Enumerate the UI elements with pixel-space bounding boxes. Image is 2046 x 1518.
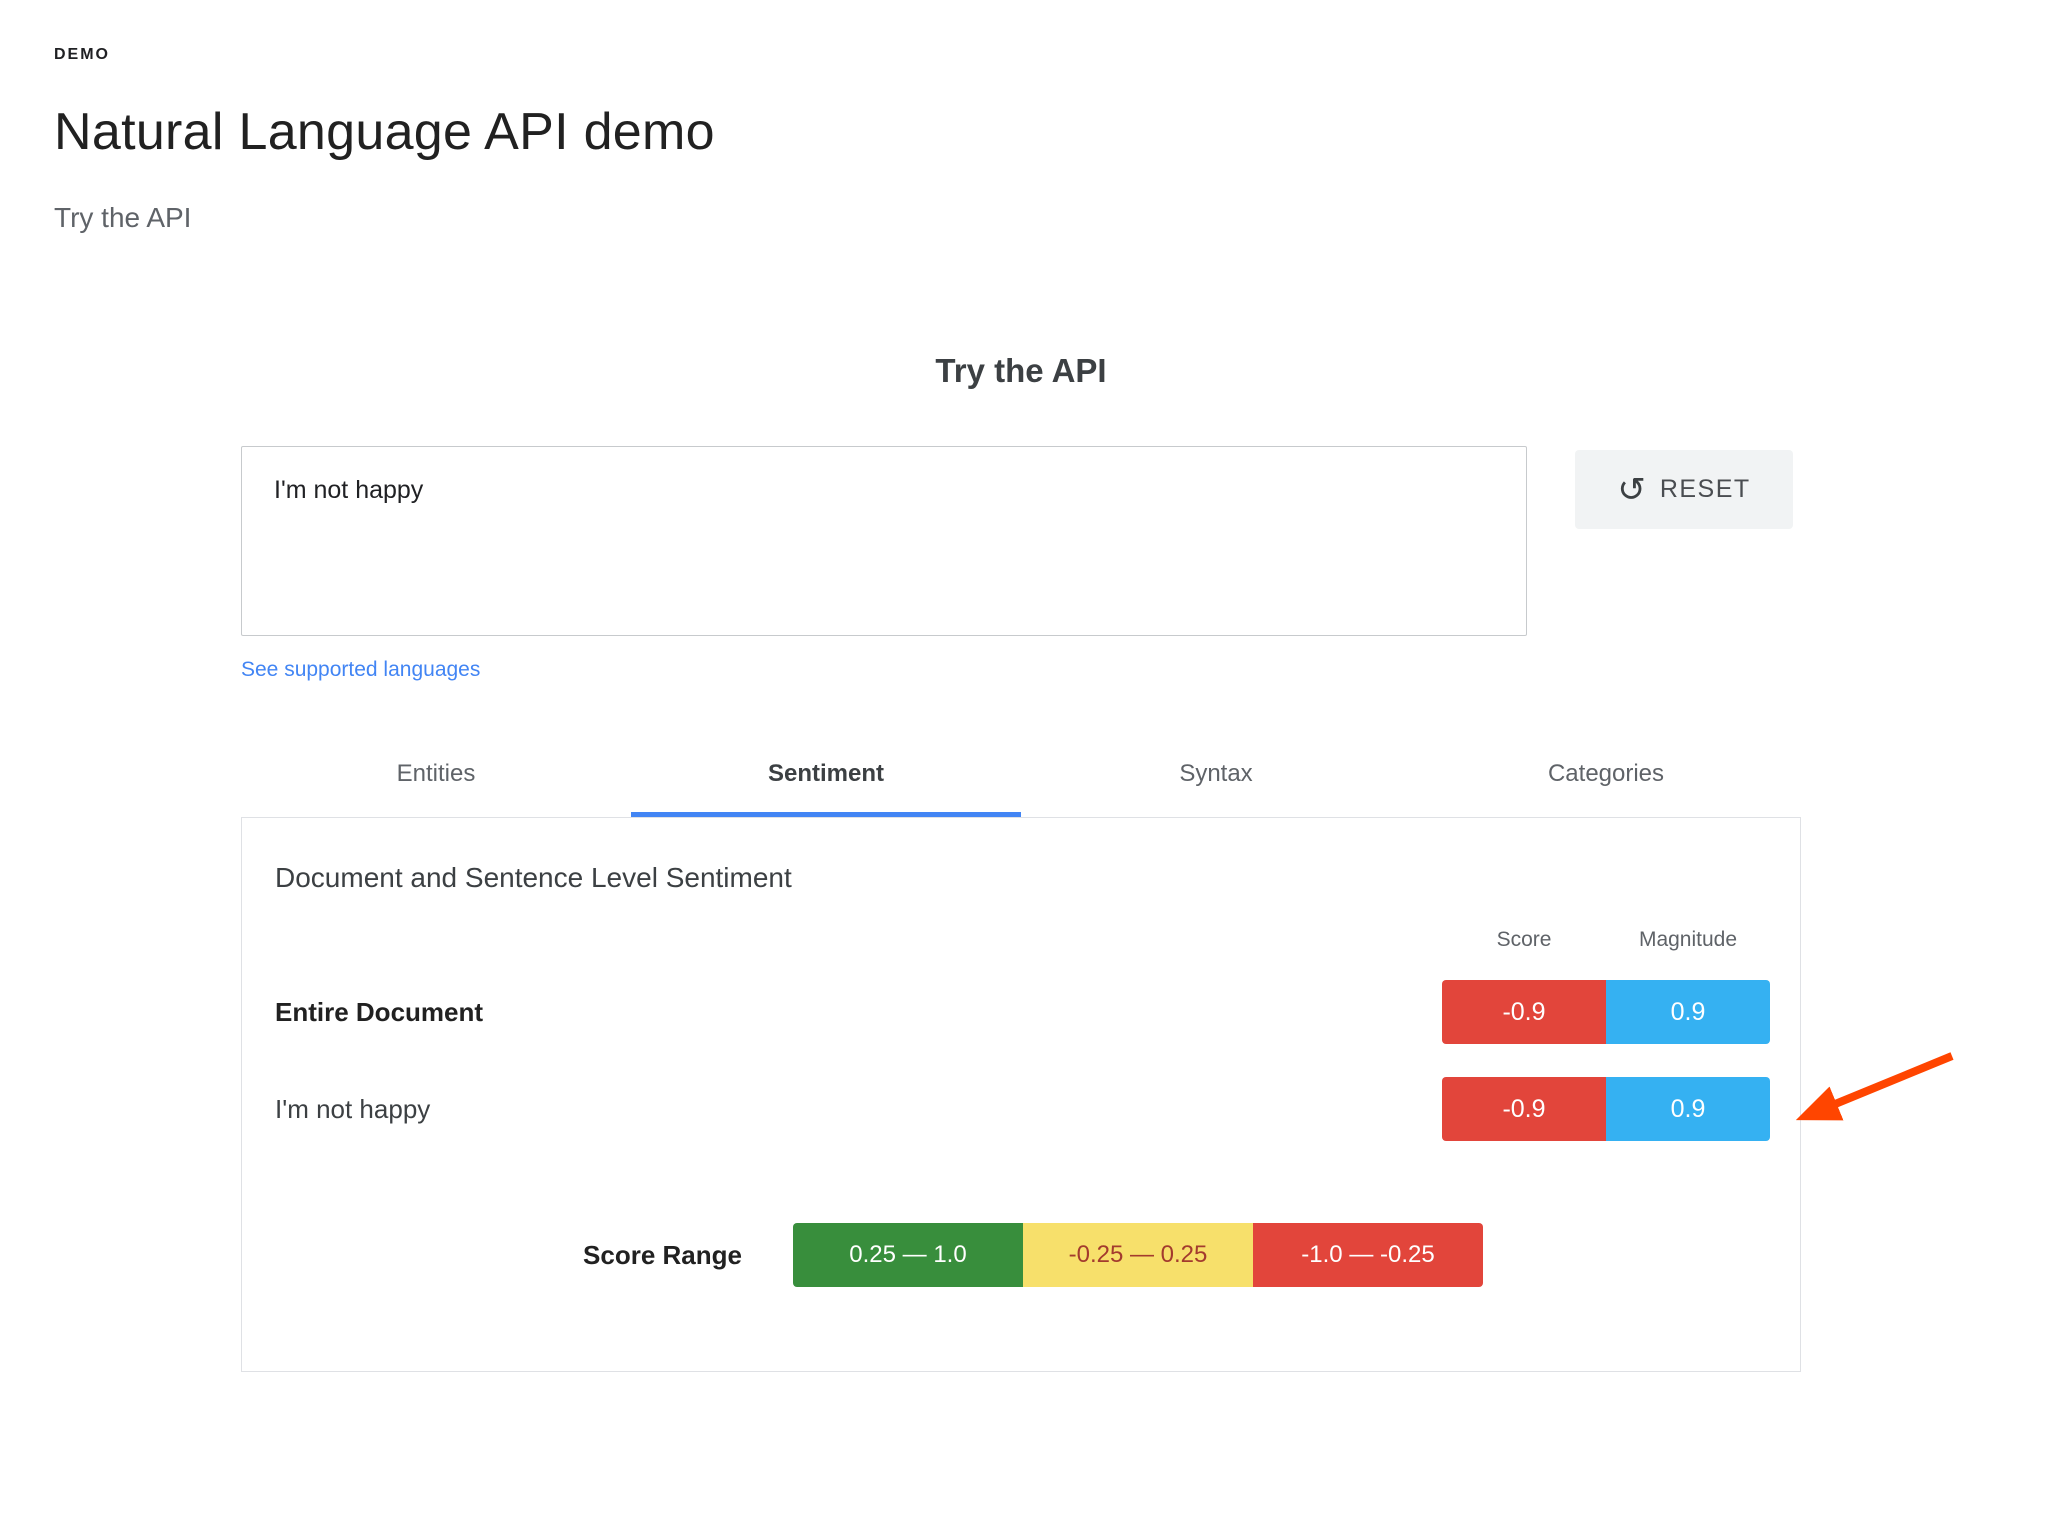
magnitude-badge: 0.9: [1606, 980, 1770, 1044]
sentiment-row-sentence: I'm not happy -0.9 0.9: [275, 1077, 1770, 1141]
column-headers: Score Magnitude: [275, 928, 1770, 952]
text-input[interactable]: I'm not happy: [241, 446, 1527, 636]
score-range-label: Score Range: [583, 1239, 742, 1270]
badge-pair: -0.9 0.9: [1442, 1077, 1770, 1141]
score-range-segment-negative: -1.0 — -0.25: [1253, 1223, 1483, 1287]
supported-languages-link[interactable]: See supported languages: [241, 658, 481, 681]
reset-button[interactable]: ↺ RESET: [1575, 450, 1793, 529]
tab-categories[interactable]: Categories: [1547, 760, 1665, 787]
score-range-legend: 0.25 — 1.0 -0.25 — 0.25 -1.0 — -0.25: [793, 1223, 1483, 1287]
score-range-segment-neutral: -0.25 — 0.25: [1023, 1223, 1253, 1287]
try-api-heading: Try the API: [935, 352, 1107, 389]
tab-entities[interactable]: Entities: [396, 760, 476, 787]
reset-button-label: RESET: [1659, 475, 1751, 503]
page-header: DEMO Natural Language API demo Try the A…: [0, 0, 2046, 234]
result-tabs: Entities Sentiment Syntax Categories: [241, 742, 1801, 817]
sentiment-panel: Document and Sentence Level Sentiment Sc…: [241, 817, 1801, 1372]
magnitude-column-header: Magnitude: [1638, 928, 1738, 951]
reset-icon: ↺: [1617, 469, 1646, 510]
tab-sentiment[interactable]: Sentiment: [631, 742, 1021, 817]
score-range-segment-positive: 0.25 — 1.0: [793, 1223, 1023, 1287]
score-badge: -0.9: [1442, 1077, 1606, 1141]
magnitude-badge: 0.9: [1606, 1077, 1770, 1141]
row-label: Entire Document: [275, 996, 484, 1027]
page-subtitle: Try the API: [54, 202, 192, 233]
tab-syntax[interactable]: Syntax: [1179, 760, 1253, 787]
main-content: Try the API I'm not happy ↺ RESET See su…: [241, 352, 1801, 1372]
demo-eyebrow: DEMO: [54, 46, 110, 63]
score-range-row: Score Range 0.25 — 1.0 -0.25 — 0.25 -1.0…: [275, 1223, 1770, 1287]
score-column-header: Score: [1496, 928, 1552, 951]
badge-pair: -0.9 0.9: [1442, 980, 1770, 1044]
page-title: Natural Language API demo: [54, 103, 715, 161]
panel-title: Document and Sentence Level Sentiment: [275, 862, 792, 893]
row-label: I'm not happy: [275, 1093, 431, 1124]
input-row: I'm not happy ↺ RESET: [241, 446, 1801, 636]
sentiment-row-entire-document: Entire Document -0.9 0.9: [275, 980, 1770, 1044]
score-badge: -0.9: [1442, 980, 1606, 1044]
